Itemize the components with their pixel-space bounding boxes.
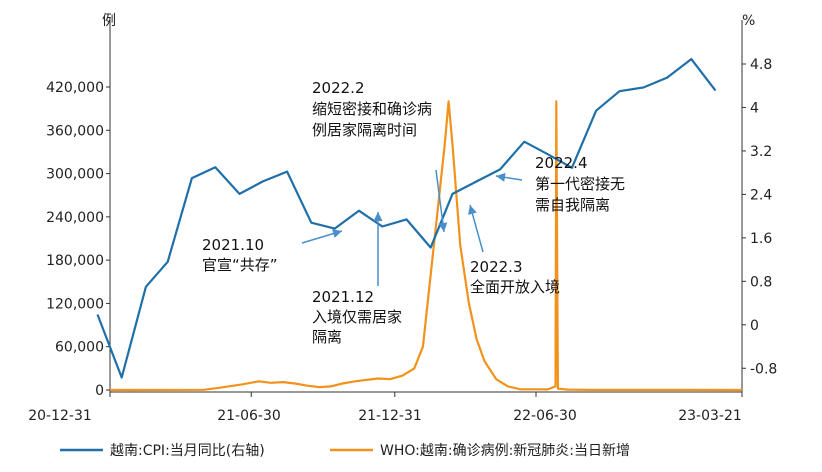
right-tick-label: 0 [750,318,759,334]
right-tick-label: 0.8 [750,274,772,290]
blue-series-line [96,57,717,379]
legend-label-cases: WHO:越南:确诊病例:新冠肺炎:当日新增 [380,443,630,459]
annotation-line: 2021.12 [312,288,374,306]
right-tick-label: 1.6 [750,231,772,247]
annotation-arrow [435,169,445,233]
arrowhead-icon [496,172,506,182]
arrowhead-icon [332,229,342,238]
annotation-text: 2022.2 缩短密接和确诊病例居家隔离时间 [312,79,432,139]
arrowhead-icon [373,212,383,221]
annotation-line: 例居家隔离时间 [312,121,417,139]
arrowhead-icon [438,222,448,232]
right-tick-label: 2.4 [750,187,772,203]
annotation-line: 入境仅需居家 [312,308,402,326]
left-tick-label: 0 [95,383,104,399]
annotation-line: 2021.10 [202,236,264,254]
right-tick-label: 4.8 [750,57,772,73]
annotation-text: 2021.12 入境仅需居家隔离 [312,288,402,346]
x-tick-label: 20-12-31 [28,408,92,424]
left-tick-label: 420,000 [46,80,104,96]
annotation-text: 2022.4 第一代密接无需自我隔离 [535,154,625,214]
annotation-line: 2022.2 [312,79,365,97]
right-tick-label: -0.8 [750,361,777,377]
annotation-line: 2022.3 [470,258,523,276]
x-tick-label: 23-03-21 [678,408,742,424]
annotation-line: 缩短密接和确诊病 [312,100,432,118]
legend-label-cpi: 越南:CPI:当月同比(右轴) [110,443,265,459]
annotation-text: 2021.10 官宣“共存” [202,236,278,274]
left-tick-label: 180,000 [46,253,104,269]
annotation-line: 需自我隔离 [535,196,610,214]
left-tick-label: 60,000 [55,340,104,356]
right-tick-label: 3.2 [750,144,772,160]
annotation-line: 2022.4 [535,154,588,172]
arrowhead-icon [468,205,477,215]
annotation-line: 第一代密接无 [535,175,625,193]
annotation-text: 2022.3 全面开放入境 [470,258,560,296]
left-axis-unit: 例 [102,13,116,29]
right-axis-unit: % [742,13,755,29]
x-tick-label: 21-12-31 [358,408,422,424]
x-tick-label: 22-06-30 [513,408,577,424]
left-tick-label: 360,000 [46,123,104,139]
x-tick-label: 21-06-30 [217,408,281,424]
annotation-line: 隔离 [312,328,342,346]
left-tick-label: 300,000 [46,167,104,183]
left-tick-label: 240,000 [46,210,104,226]
annotation-line: 全面开放入境 [470,278,560,296]
left-tick-label: 120,000 [46,296,104,312]
right-tick-label: 4 [750,100,759,116]
annotation-line: 官宣“共存” [202,256,278,274]
